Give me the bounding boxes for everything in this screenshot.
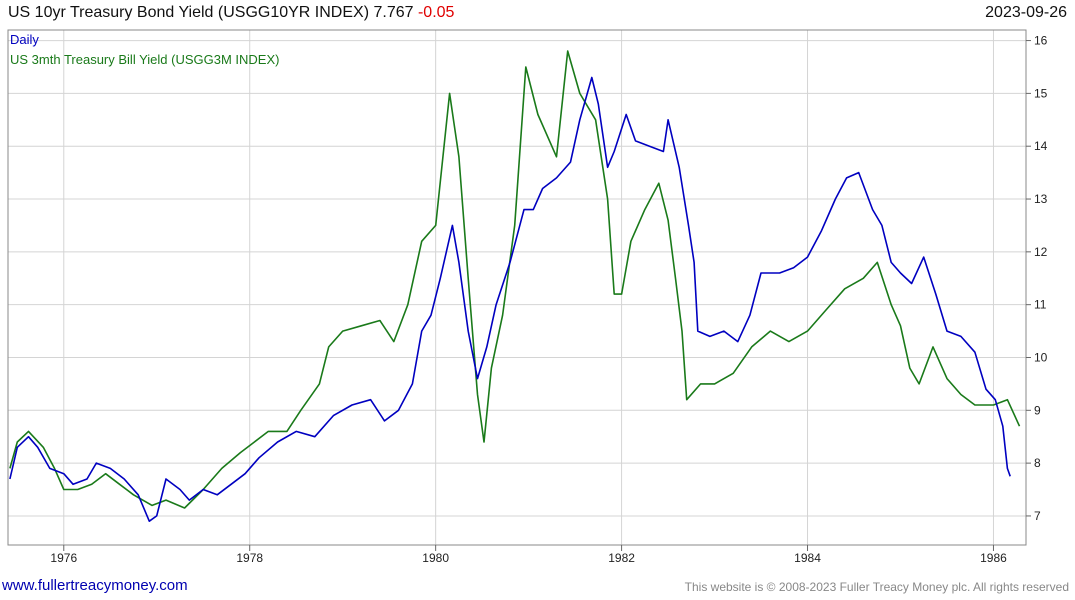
y-tick-label: 8 <box>1034 456 1041 470</box>
x-tick-label: 1978 <box>236 551 263 565</box>
y-tick-label: 13 <box>1034 192 1048 206</box>
chart-title-bar: US 10yr Treasury Bond Yield (USGG10YR IN… <box>8 4 454 22</box>
website-link[interactable]: www.fullertreacymoney.com <box>2 577 188 594</box>
grid <box>8 30 1026 545</box>
plot-frame <box>7 29 1027 546</box>
y-tick-label: 7 <box>1034 509 1041 523</box>
legend-bill-series: US 3mth Treasury Bill Yield (USGG3M INDE… <box>10 52 280 67</box>
chart-date: 2023-09-26 <box>985 4 1067 21</box>
series-layer <box>9 50 1021 522</box>
legend-frequency: Daily <box>10 32 39 47</box>
y-tick-label: 10 <box>1034 350 1048 364</box>
y-tick-label: 12 <box>1034 245 1048 259</box>
x-tick-label: 1976 <box>50 551 77 565</box>
x-tick-label: 1982 <box>608 551 635 565</box>
chart-title: US 10yr Treasury Bond Yield (USGG10YR IN… <box>8 4 414 21</box>
copyright-notice: This website is © 2008-2023 Fuller Treac… <box>684 580 1069 594</box>
y-tick-label: 15 <box>1034 86 1048 100</box>
axes: 7 8 9 10 11 12 13 14 15 16 1976 1978 1980 1982 1984 198… <box>7 29 1048 565</box>
y-tick-label: 14 <box>1034 139 1048 153</box>
bond-yield-line <box>9 76 1011 522</box>
y-tick-label: 16 <box>1034 34 1048 48</box>
x-tick-label: 1980 <box>422 551 449 565</box>
price-change: -0.05 <box>417 4 455 21</box>
bill-yield-line <box>9 50 1021 509</box>
y-tick-label: 9 <box>1034 403 1041 417</box>
x-tick-label: 1984 <box>794 551 821 565</box>
x-tick-label: 1986 <box>980 551 1007 565</box>
y-tick-label: 11 <box>1034 298 1047 312</box>
